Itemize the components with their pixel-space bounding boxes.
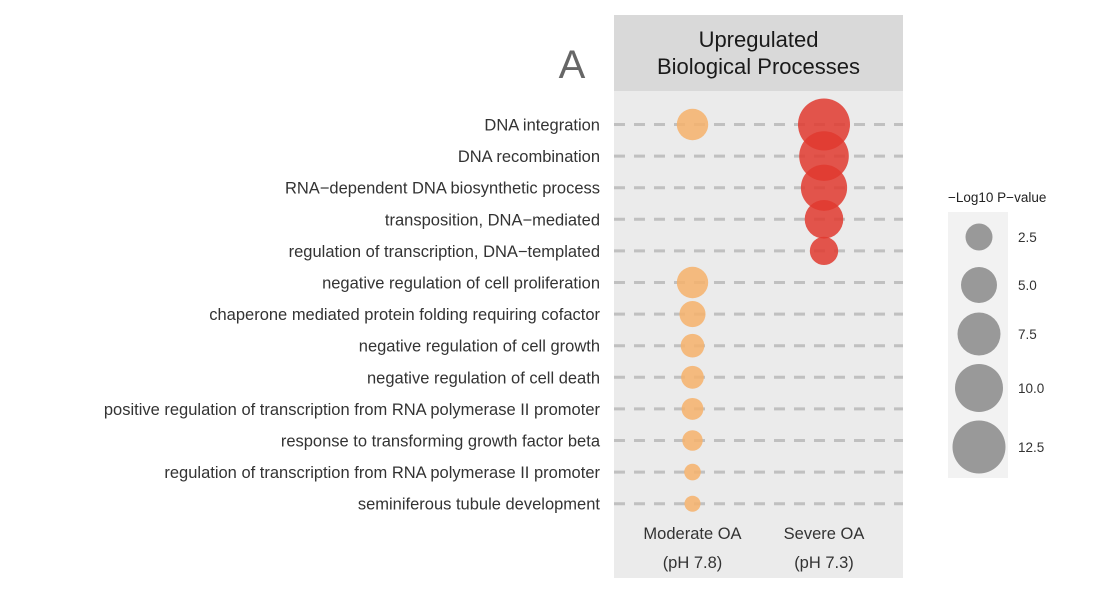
category-label: regulation of transcription from RNA pol… (164, 464, 600, 482)
panel-letter: A (559, 43, 586, 87)
category-labels: DNA integration DNA recombination RNA−depe… (104, 117, 601, 514)
point-moderate-seminiferous-tubule-development (684, 495, 701, 512)
size-legend-label: 10.0 (1018, 381, 1044, 396)
size-legend-title: −Log10 P−value (948, 190, 1046, 205)
category-label: response to transforming growth factor b… (281, 433, 601, 451)
category-label: negative regulation of cell growth (359, 338, 600, 356)
facet-strip (614, 15, 903, 91)
point-moderate-negative-regulation-of-cell-growth (680, 333, 705, 358)
x-label-severe-line-2: (pH 7.3) (794, 554, 854, 572)
size-legend-key-5 (961, 267, 997, 303)
plot-panel (614, 91, 903, 578)
category-label: transposition, DNA−mediated (385, 211, 600, 229)
facet-title-line-1: Upregulated (699, 27, 819, 52)
point-moderate-chaperone-mediated-protein-folding-requiring-cofactor (679, 301, 706, 328)
size-legend: −Log10 P−value 2.5 5.0 7.5 10.0 12.5 (948, 190, 1046, 478)
category-label: DNA recombination (458, 148, 600, 166)
size-legend-label: 7.5 (1018, 327, 1037, 342)
point-moderate-negative-regulation-of-cell-death (681, 365, 704, 389)
category-label: positive regulation of transcription fro… (104, 401, 601, 419)
data-points (676, 98, 850, 512)
x-label-severe-line-1: Severe OA (784, 525, 865, 543)
point-moderate-negative-regulation-of-cell-proliferation (676, 266, 709, 299)
point-moderate-regulation-of-transcription-from-rna-polymerase-ii-promoter (684, 463, 701, 481)
category-label: negative regulation of cell proliferatio… (322, 275, 600, 293)
size-legend-label: 12.5 (1018, 440, 1044, 455)
size-legend-key-10 (955, 364, 1003, 412)
point-moderate-response-to-transforming-growth-factor-beta (682, 430, 703, 451)
size-legend-label: 5.0 (1018, 278, 1037, 293)
size-legend-key-12-5 (952, 420, 1006, 474)
point-severe-rna-dependent-dna-biosynthetic-process (800, 164, 848, 211)
category-label: negative regulation of cell death (367, 369, 600, 387)
size-legend-key-7-5 (957, 312, 1001, 356)
point-moderate-dna-integration (676, 108, 709, 141)
size-legend-items: 2.5 5.0 7.5 10.0 12.5 (952, 223, 1044, 474)
x-axis-labels: Moderate OA (pH 7.8) Severe OA (pH 7.3) (643, 525, 864, 572)
category-label: RNA−dependent DNA biosynthetic process (285, 180, 600, 198)
category-label: chaperone mediated protein folding requi… (209, 306, 600, 324)
size-legend-label: 2.5 (1018, 230, 1037, 245)
category-label: regulation of transcription, DNA−templat… (289, 243, 600, 261)
category-guide-lines (614, 123, 903, 506)
x-label-moderate-line-1: Moderate OA (643, 525, 741, 543)
category-label: DNA integration (484, 117, 600, 135)
point-moderate-positive-regulation-of-transcription-from-rna-polymerase-ii-promoter (681, 397, 704, 420)
x-label-moderate-line-2: (pH 7.8) (663, 554, 723, 572)
size-legend-key-2-5 (965, 223, 993, 251)
facet-title-line-2: Biological Processes (657, 54, 860, 79)
point-severe-regulation-of-transcription-dna-templated (809, 236, 839, 266)
point-severe-transposition-dna-mediated (804, 200, 844, 239)
category-label: seminiferous tubule development (358, 496, 601, 514)
